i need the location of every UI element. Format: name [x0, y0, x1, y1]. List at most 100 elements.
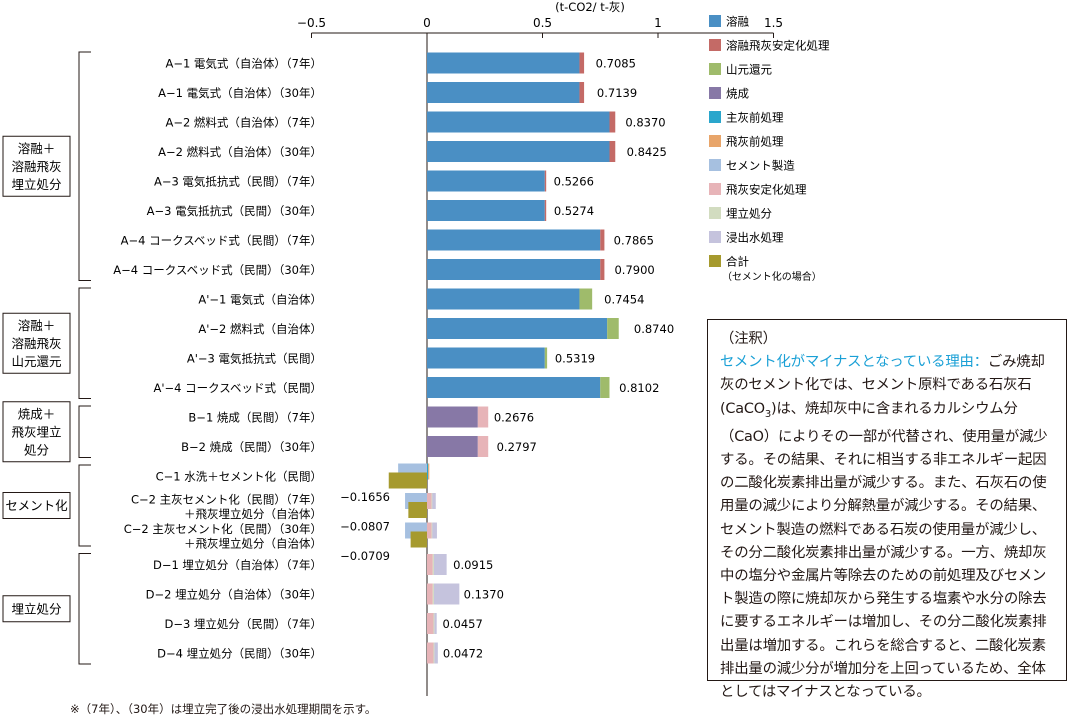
legend-item: 山元還元 — [709, 63, 772, 77]
total-label: 0.0472 — [443, 647, 483, 661]
bar-row: 0.8425 — [427, 141, 667, 162]
group-bracket — [78, 405, 91, 458]
bar-segment — [427, 200, 545, 221]
bar-row: −0.1656 — [340, 463, 430, 504]
legend-item: 浸出水処理 — [709, 231, 784, 245]
note-body-sub: 3 — [764, 408, 772, 420]
legend-item: 溶融飛灰安定化処理 — [709, 39, 830, 53]
group-label: 処分 — [24, 442, 49, 457]
bar-row: 0.7865 — [427, 229, 654, 251]
legend-swatch — [709, 15, 721, 27]
total-label: 0.7900 — [614, 263, 654, 277]
bar-segment — [427, 82, 580, 103]
bar-row: 0.5319 — [427, 347, 595, 369]
bar-row: −0.0807 — [340, 493, 436, 534]
legend-item: 溶融 — [709, 15, 749, 29]
total-label: 0.8370 — [625, 116, 665, 130]
legend-label: 埋立処分 — [726, 207, 772, 221]
group-bracket — [78, 51, 91, 281]
bar-segment — [434, 642, 438, 664]
bar-segment — [579, 52, 585, 74]
bar-segment — [427, 493, 432, 509]
x-tick-label: 0.5 — [533, 16, 552, 30]
group-label: 埋立処分 — [11, 601, 61, 616]
total-bar — [410, 531, 427, 548]
legend-label: 飛灰安定化処理 — [726, 183, 807, 197]
group-box — [2, 401, 71, 463]
total-bar — [408, 502, 427, 518]
total-label: 0.5319 — [555, 352, 595, 366]
total-label: 0.5274 — [554, 204, 594, 218]
category-label: A−4 コークスベッド式（民間）（7年） — [121, 234, 322, 248]
category-label: A−4 コークスベッド式（民間）（30年） — [113, 263, 322, 277]
legend-label: 浸出水処理 — [726, 231, 784, 245]
bar-row: 0.2676 — [427, 406, 534, 428]
bar-segment — [434, 613, 437, 634]
total-label: 0.7085 — [596, 57, 636, 71]
legend-swatch — [709, 255, 721, 267]
legend: 溶融溶融飛灰安定化処理山元還元焼成主灰前処理飛灰前処理セメント製造飛灰安定化処理… — [709, 15, 830, 283]
group-label: 溶融＋ — [18, 318, 56, 333]
bar-segment — [600, 229, 605, 251]
category-label: D−1 埋立処分（自治体）（7年） — [153, 558, 322, 572]
bar-segment — [600, 377, 610, 398]
group-box — [2, 135, 71, 197]
category-labels: A−1 電気式（自治体）（7年） A−1 電気式（自治体）（30年） A−2 燃料式… — [113, 57, 322, 661]
total-label: 0.2797 — [497, 440, 537, 454]
bars: 0.7085 0.7139 0.8370 0.8425 0.5266 0.5274 0.78… — [340, 52, 674, 664]
legend-swatch — [709, 87, 721, 99]
total-label: 0.8102 — [619, 381, 659, 395]
bar-segment — [427, 406, 478, 428]
category-label: D−2 埋立処分（自治体）（30年） — [146, 588, 322, 602]
total-label: 0.8425 — [627, 145, 667, 159]
bar-segment — [433, 583, 460, 605]
bar-segment — [431, 522, 433, 539]
legend-item: 埋立処分 — [709, 207, 772, 221]
legend-label: 溶融飛灰安定化処理 — [726, 39, 830, 53]
group: セメント化 — [2, 464, 91, 547]
category-label: B−1 焼成（民間）（7年） — [188, 411, 322, 425]
total-label: 0.7454 — [604, 293, 644, 307]
bar-segment — [427, 347, 545, 369]
category-label: A'−2 燃料式（自治体） — [198, 322, 322, 336]
bar-row: 0.5274 — [427, 200, 594, 221]
x-tick-label: 0 — [423, 16, 431, 30]
group-label: 埋立処分 — [11, 177, 61, 192]
category-label: A'−1 電気式（自治体） — [198, 293, 322, 307]
bar-row: 0.0915 — [427, 554, 493, 575]
bar-segment — [427, 288, 580, 310]
bar-segment — [433, 554, 447, 575]
bar-segment — [427, 170, 545, 192]
bar-segment — [427, 613, 434, 634]
bar-segment — [427, 259, 601, 280]
total-label: 0.5266 — [554, 175, 594, 189]
category-label: ＋飛灰埋立処分（自治体） — [184, 507, 322, 521]
total-label: 0.0915 — [453, 558, 493, 572]
x-tick-label: 1 — [654, 16, 662, 30]
category-label: C−2 主灰セメント化（民間）（30年） — [124, 522, 322, 536]
group-label: 溶融飛灰 — [11, 336, 61, 351]
bar-segment — [432, 554, 434, 575]
bar-row: 0.7454 — [427, 288, 644, 310]
total-label: −0.0807 — [340, 520, 390, 534]
total-bar — [388, 472, 427, 489]
bar-segment — [432, 522, 437, 539]
category-label: C−1 水洗＋セメント化（民間） — [156, 470, 322, 484]
category-label: A−2 燃料式（自治体）（7年） — [165, 116, 322, 130]
bar-row: 0.2797 — [427, 436, 537, 457]
bar-segment — [431, 493, 433, 509]
bar-segment — [433, 642, 435, 664]
legend-swatch — [709, 111, 721, 123]
bar-segment — [433, 613, 435, 634]
category-label: C−2 主灰セメント化（民間）（7年） — [131, 493, 322, 507]
bar-row: 0.1370 — [427, 583, 504, 605]
legend-swatch — [709, 207, 721, 219]
bar-segment — [544, 347, 548, 369]
legend-label: 合計 — [726, 255, 749, 269]
legend-item: 飛灰前処理 — [709, 135, 784, 149]
bar-segment — [427, 642, 434, 664]
legend-label: セメント製造 — [726, 159, 795, 173]
